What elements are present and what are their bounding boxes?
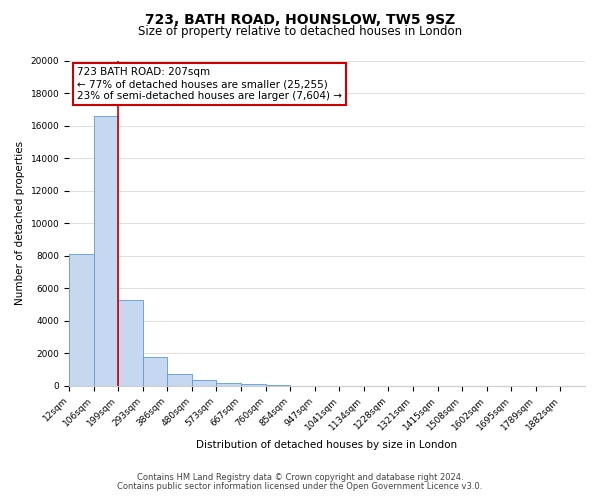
Bar [241,384,266,386]
Bar [143,356,167,386]
Bar [118,300,143,386]
Text: Size of property relative to detached houses in London: Size of property relative to detached ho… [138,25,462,38]
Bar [192,380,217,386]
Bar [266,385,290,386]
Bar [217,382,241,386]
Text: Contains HM Land Registry data © Crown copyright and database right 2024.: Contains HM Land Registry data © Crown c… [137,474,463,482]
Text: 723 BATH ROAD: 207sqm
← 77% of detached houses are smaller (25,255)
23% of semi-: 723 BATH ROAD: 207sqm ← 77% of detached … [77,68,342,100]
Text: 723, BATH ROAD, HOUNSLOW, TW5 9SZ: 723, BATH ROAD, HOUNSLOW, TW5 9SZ [145,12,455,26]
X-axis label: Distribution of detached houses by size in London: Distribution of detached houses by size … [196,440,458,450]
Bar [94,116,118,386]
Bar [167,374,192,386]
Y-axis label: Number of detached properties: Number of detached properties [15,142,25,306]
Text: Contains public sector information licensed under the Open Government Licence v3: Contains public sector information licen… [118,482,482,491]
Bar [69,254,94,386]
